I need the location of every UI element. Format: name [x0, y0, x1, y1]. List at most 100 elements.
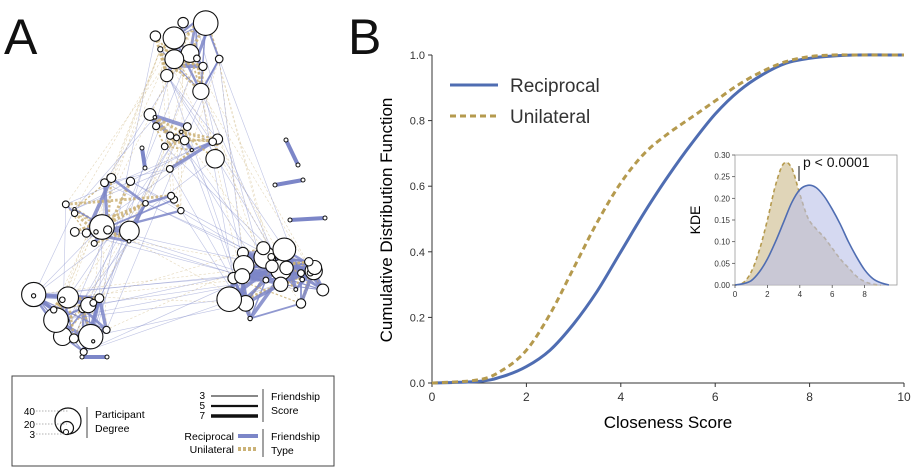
- participant-node: [262, 276, 270, 284]
- network-legend: 40 20 3 Participant Degree 3 5 7 Friends…: [11, 375, 335, 467]
- cdf-line-unilateral: [431, 53, 904, 385]
- unilateral-edge: [176, 137, 182, 211]
- participant-node: [167, 191, 176, 200]
- participant-node: [91, 339, 96, 344]
- participant-node: [119, 220, 140, 242]
- participant-node: [69, 226, 80, 237]
- participant-node: [182, 122, 192, 132]
- unilateral-edge: [65, 203, 87, 234]
- participant-node: [297, 269, 305, 278]
- participant-node: [283, 137, 289, 143]
- kde-y-tick-label: 0.15: [714, 216, 730, 225]
- cdf-line-reciprocal: [431, 53, 905, 385]
- participant-node: [90, 239, 98, 247]
- x-axis-label: Closeness Score: [604, 413, 733, 432]
- legend-label-reciprocal: Reciprocal: [510, 76, 600, 97]
- participant-node: [81, 228, 92, 238]
- kde-x-tick-label: 0: [733, 290, 738, 299]
- y-tick-label: 0.2: [410, 312, 425, 324]
- participant-node: [152, 122, 161, 131]
- degree-title-1: Participant: [95, 409, 145, 421]
- kde-x-tick-label: 8: [862, 290, 867, 299]
- unilateral-edge: [200, 91, 324, 291]
- unilateral-edge: [169, 21, 197, 136]
- participant-node: [295, 162, 301, 168]
- x-tick-label: 10: [897, 390, 911, 404]
- reciprocal-edge: [74, 231, 296, 290]
- unilateral-edge: [62, 296, 100, 302]
- degree-value-40: 40: [24, 407, 36, 418]
- participant-node: [193, 54, 201, 63]
- unilateral-edge: [189, 53, 324, 291]
- unilateral-edge: [164, 138, 186, 149]
- reciprocal-edge: [66, 241, 130, 321]
- network-edges: [32, 20, 326, 359]
- participant-node: [102, 325, 111, 335]
- participant-node: [216, 286, 243, 313]
- unilateral-edge: [208, 25, 273, 267]
- reciprocal-edge: [62, 229, 108, 337]
- unilateral-edge: [166, 75, 175, 200]
- participant-node: [104, 354, 110, 360]
- participant-node: [79, 354, 85, 360]
- participant-node: [126, 238, 132, 244]
- unilateral-edge: [63, 295, 246, 304]
- participant-node: [94, 293, 105, 304]
- unilateral-edge: [154, 115, 183, 134]
- reciprocal-edge: [284, 139, 300, 166]
- participant-node: [189, 147, 194, 153]
- friendship-network: [21, 10, 330, 360]
- participant-node: [162, 26, 186, 50]
- participant-node: [100, 178, 109, 188]
- unilateral-edge: [67, 49, 161, 298]
- y-tick-label: 0.4: [410, 247, 425, 259]
- participant-node: [172, 134, 181, 142]
- reciprocal-edge: [205, 22, 303, 280]
- participant-node: [205, 149, 225, 169]
- participant-node: [322, 215, 328, 221]
- unilateral-edge: [90, 182, 105, 337]
- degree-value-3: 3: [29, 430, 35, 441]
- participant-node: [165, 164, 174, 173]
- participant-node: [139, 145, 145, 151]
- participant-node: [287, 217, 293, 223]
- x-tick-label: 6: [712, 390, 719, 404]
- unilateral-edge: [173, 58, 220, 200]
- participant-node: [79, 347, 88, 356]
- participant-node: [142, 199, 149, 207]
- unilateral-edge: [53, 252, 243, 311]
- participant-node: [164, 49, 185, 70]
- x-tick-label: 4: [617, 390, 624, 404]
- reciprocal-edge: [107, 209, 182, 232]
- participant-node: [279, 260, 294, 276]
- reciprocal-edge: [62, 92, 202, 337]
- score-title-1: Friendship: [271, 391, 320, 403]
- reciprocal-edge: [200, 91, 234, 279]
- kde-x-tick-label: 6: [830, 290, 835, 299]
- participant-node: [58, 296, 66, 304]
- kde-y-tick-label: 0.00: [714, 281, 730, 290]
- participant-node: [198, 61, 208, 72]
- type-label-unilateral: Unilateral: [190, 444, 234, 456]
- unilateral-edge: [82, 131, 182, 309]
- participant-node: [293, 287, 299, 292]
- y-tick-label: 0.0: [410, 378, 425, 390]
- score-value-5: 5: [199, 401, 205, 412]
- legend-label-unilateral: Unilateral: [510, 107, 590, 128]
- reciprocal-edge: [195, 21, 267, 281]
- participant-node: [77, 323, 104, 350]
- participant-node: [300, 177, 306, 183]
- y-tick-label: 0.8: [410, 116, 425, 128]
- score-value-7: 7: [199, 411, 205, 422]
- kde-y-tick-label: 0.25: [714, 173, 730, 182]
- type-title-2: Type: [271, 445, 294, 457]
- reciprocal-edge: [145, 194, 172, 205]
- participant-node: [208, 137, 218, 147]
- participant-node: [103, 225, 113, 235]
- p-value-annotation: p < 0.0001: [803, 154, 870, 170]
- participant-node: [272, 182, 278, 188]
- participant-node: [304, 257, 314, 267]
- participant-node: [152, 114, 158, 120]
- cdf-legend: Reciprocal Unilateral: [450, 76, 600, 128]
- reciprocal-edge: [90, 303, 246, 337]
